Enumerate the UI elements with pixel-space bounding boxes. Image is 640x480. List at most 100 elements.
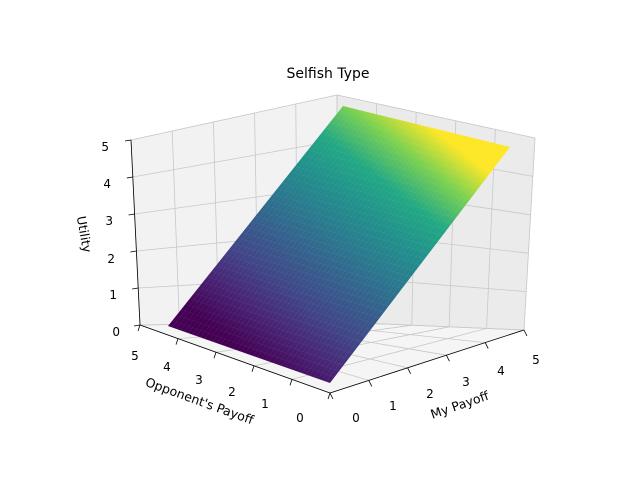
y-tick-mark — [137, 324, 141, 332]
x-axis-label: My Payoff — [429, 388, 491, 422]
z-tick-label: 3 — [105, 214, 113, 228]
mesh-line — [202, 281, 367, 337]
mesh-line — [176, 314, 340, 372]
mesh-line — [248, 126, 427, 355]
mesh-line — [216, 118, 394, 344]
mesh-line — [255, 215, 421, 266]
mesh-line — [281, 182, 448, 230]
x-tick-label: 1 — [389, 399, 397, 413]
grid-line — [336, 94, 536, 139]
mesh-line — [252, 127, 431, 357]
grid-line — [130, 94, 338, 141]
mesh-line — [307, 149, 475, 195]
y-tick-label: 0 — [296, 411, 304, 425]
mesh-line — [305, 140, 486, 375]
mesh-line — [301, 139, 482, 374]
mesh-line — [321, 133, 488, 177]
mesh-line — [207, 276, 371, 331]
x-tick-mark — [368, 380, 373, 387]
mesh-line — [316, 138, 484, 183]
mesh-line — [181, 309, 344, 366]
mesh-line — [329, 122, 497, 165]
mesh-line — [264, 130, 444, 361]
z-tick-mark — [124, 139, 132, 142]
mesh-line — [260, 129, 440, 359]
mesh-line — [273, 132, 452, 364]
mesh-line — [216, 265, 380, 319]
mesh-line — [240, 124, 419, 352]
grid-line — [523, 137, 536, 331]
y-tick-label: 5 — [131, 349, 139, 363]
mesh-line — [289, 136, 469, 369]
z-axis-label: Utility — [74, 215, 95, 254]
mesh-line — [198, 287, 362, 342]
z-tick-mark — [133, 324, 141, 327]
mesh-line — [194, 292, 358, 348]
mesh-line — [237, 237, 403, 289]
mesh-line — [185, 303, 349, 360]
mesh-line — [313, 142, 494, 378]
mesh-line — [285, 135, 465, 368]
mesh-line — [312, 144, 479, 189]
y-tick-mark — [213, 352, 217, 359]
mesh-line — [246, 226, 412, 278]
mesh-line — [208, 116, 385, 341]
mesh-line — [242, 232, 407, 283]
mesh-line — [211, 270, 376, 325]
grid-line — [132, 140, 338, 178]
mesh-line — [294, 166, 461, 213]
z-tick-mark — [132, 287, 139, 290]
mesh-line — [188, 110, 365, 334]
mesh-line — [204, 115, 381, 340]
mesh-line — [277, 133, 456, 365]
mesh-line — [251, 221, 416, 272]
z-tick-mark — [126, 176, 133, 179]
y-tick-label: 2 — [228, 385, 236, 399]
x-axis-line — [329, 329, 525, 394]
grid-line — [171, 130, 180, 325]
mesh-line — [196, 112, 373, 337]
mesh-line — [338, 111, 506, 154]
x-tick-label: 3 — [462, 375, 470, 389]
mesh-line — [317, 143, 498, 379]
tick-marks — [124, 139, 528, 400]
mesh-line — [259, 210, 425, 260]
mesh-line — [228, 121, 406, 348]
y-tick-mark — [289, 379, 293, 386]
y-axis-line — [139, 324, 331, 394]
mesh-line — [233, 243, 398, 295]
mesh-line — [334, 116, 502, 160]
x-tick-mark — [407, 367, 411, 374]
y-tick-mark — [175, 338, 179, 345]
mesh-line — [179, 108, 356, 331]
mesh-line — [290, 171, 457, 219]
mesh-line — [293, 137, 473, 371]
mesh-line — [224, 120, 402, 347]
mesh-line — [200, 114, 377, 338]
y-tick-label: 4 — [163, 360, 171, 374]
x-tick-label: 5 — [532, 353, 540, 367]
mesh-line — [268, 199, 434, 248]
z-tick-label: 0 — [112, 325, 120, 339]
mesh-line — [220, 119, 398, 345]
y-tick-label: 1 — [261, 397, 269, 411]
mesh-line — [286, 177, 452, 224]
x-tick-mark — [446, 355, 450, 362]
z-tick-label: 4 — [103, 177, 111, 191]
z-axis-line — [130, 139, 141, 326]
mesh-line — [183, 109, 360, 332]
mesh-line — [309, 141, 490, 377]
mesh-line — [272, 193, 439, 242]
z-tick-mark — [130, 250, 137, 253]
mesh-line — [303, 155, 470, 201]
mesh-line — [325, 127, 493, 171]
surface-mesh — [171, 106, 507, 382]
mesh-line — [277, 188, 443, 236]
x-tick-label: 4 — [497, 364, 505, 378]
mesh-line — [220, 259, 385, 313]
mesh-line — [192, 111, 369, 335]
y-tick-label: 3 — [195, 373, 203, 387]
x-tick-mark — [523, 329, 528, 337]
mesh-line — [269, 131, 448, 362]
